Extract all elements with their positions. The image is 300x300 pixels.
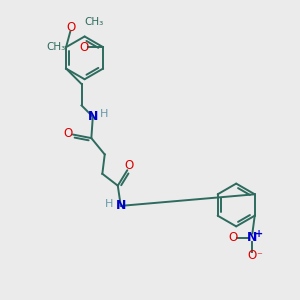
Text: H: H [105,199,114,208]
Text: H: H [100,109,108,119]
Text: O: O [67,21,76,34]
Text: N: N [88,110,98,123]
Text: ⁻: ⁻ [256,252,262,262]
Text: O: O [228,232,238,244]
Text: O: O [64,127,73,140]
Text: N: N [247,232,257,244]
Text: N: N [116,200,126,212]
Text: CH₃: CH₃ [46,42,65,52]
Text: O: O [124,159,134,172]
Text: O: O [248,249,257,262]
Text: CH₃: CH₃ [85,17,104,27]
Text: +: + [255,229,263,239]
Text: O: O [79,41,88,54]
